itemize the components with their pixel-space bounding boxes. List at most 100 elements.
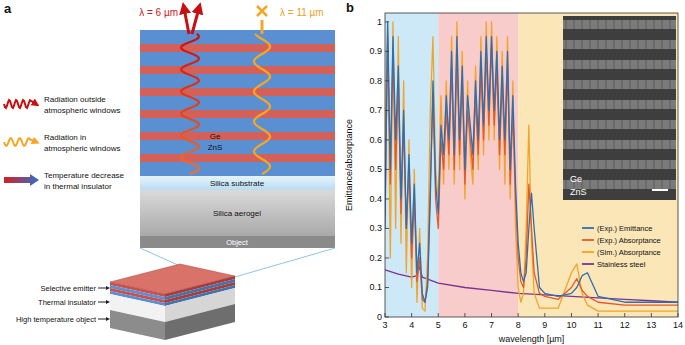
sem-texture	[606, 20, 607, 29]
label: 12	[620, 320, 630, 330]
zns-layer	[140, 162, 335, 176]
sem-texture	[630, 180, 631, 189]
sem-layer	[563, 40, 676, 49]
label: Silica aerogel	[213, 209, 261, 218]
label: 6	[462, 320, 467, 330]
sem-texture	[598, 100, 599, 109]
key-icon	[4, 100, 36, 108]
x-tick	[571, 313, 572, 317]
sem-texture	[630, 140, 631, 149]
label: Silica substrate	[210, 179, 265, 188]
sem-texture	[662, 40, 663, 49]
sem-texture	[574, 160, 575, 169]
sem-texture	[606, 100, 607, 109]
label: 8	[516, 320, 521, 330]
sem-inset	[563, 16, 676, 200]
sem-texture	[582, 20, 583, 29]
silica-substrate	[140, 176, 335, 190]
sem-texture	[598, 140, 599, 149]
sem-texture	[606, 180, 607, 189]
block-face	[165, 304, 235, 340]
sem-texture	[598, 80, 599, 89]
label: λ = 11 µm	[280, 7, 324, 18]
sem-texture	[590, 60, 591, 69]
ge-layer	[140, 132, 335, 140]
label: Temperature decrease	[44, 171, 125, 180]
sem-texture	[622, 140, 623, 149]
figure: aGeZnSSilica substrateSilica aerogelObje…	[0, 0, 685, 345]
zns-layer	[140, 74, 335, 88]
sem-layer	[563, 20, 676, 29]
y-tick	[385, 169, 389, 170]
sem-texture	[638, 40, 639, 49]
sem-texture	[614, 160, 615, 169]
label: 3	[382, 320, 387, 330]
y-tick	[385, 110, 389, 111]
label: 0.2	[369, 253, 382, 263]
x-tick	[518, 313, 519, 317]
sem-texture	[670, 120, 671, 129]
x-tick	[598, 313, 599, 317]
sem-texture	[566, 160, 567, 169]
sem-texture	[646, 180, 647, 189]
label: 1	[377, 17, 382, 27]
label: 0.3	[369, 223, 382, 233]
series-line	[385, 22, 678, 311]
sem-texture	[622, 20, 623, 29]
legend-swatch	[582, 251, 594, 253]
label: 14	[673, 320, 683, 330]
sem-texture	[630, 40, 631, 49]
sem-texture	[630, 160, 631, 169]
label: 13	[646, 320, 656, 330]
sem-texture	[614, 40, 615, 49]
sem-texture	[598, 40, 599, 49]
x-tick	[438, 313, 439, 317]
sem-texture	[582, 120, 583, 129]
sem-texture	[574, 20, 575, 29]
sem-background	[563, 16, 676, 200]
sem-texture	[670, 60, 671, 69]
sem-texture	[590, 40, 591, 49]
label: Ge	[210, 132, 221, 141]
sem-texture	[670, 140, 671, 149]
y-tick	[385, 21, 389, 22]
zns-layer	[140, 140, 335, 154]
sem-texture	[670, 180, 671, 189]
sem-texture	[622, 160, 623, 169]
label: Object	[226, 238, 249, 247]
sem-texture	[646, 120, 647, 129]
sem-texture	[574, 80, 575, 89]
sem-texture	[622, 40, 623, 49]
sem-texture	[574, 100, 575, 109]
x-tick	[544, 313, 545, 317]
label: Stainless steel	[597, 260, 646, 269]
sem-texture	[566, 140, 567, 149]
x-tick	[651, 313, 652, 317]
zns-layer	[140, 96, 335, 110]
wave-11um	[254, 34, 270, 174]
y-tick	[385, 51, 389, 52]
sem-texture	[654, 140, 655, 149]
label-arrow	[98, 319, 108, 320]
sem-texture	[670, 80, 671, 89]
escape-arrow	[192, 8, 199, 34]
label: Ge	[570, 174, 582, 184]
label: (Exp.) Emittance	[597, 224, 652, 233]
sem-texture	[566, 80, 567, 89]
label: 10	[566, 320, 576, 330]
label: atmospheric windows	[44, 144, 120, 153]
sem-texture	[662, 140, 663, 149]
label: 0.7	[369, 105, 382, 115]
sem-texture	[598, 120, 599, 129]
y-tick	[385, 139, 389, 140]
sem-texture	[670, 20, 671, 29]
x-tick	[464, 313, 465, 317]
sem-texture	[590, 160, 591, 169]
sem-texture	[566, 40, 567, 49]
sem-texture	[574, 120, 575, 129]
label: 0.4	[369, 194, 382, 204]
sem-texture	[622, 180, 623, 189]
label: (Exp.) Absorptance	[597, 236, 661, 245]
sem-texture	[654, 40, 655, 49]
window-band	[518, 13, 678, 317]
